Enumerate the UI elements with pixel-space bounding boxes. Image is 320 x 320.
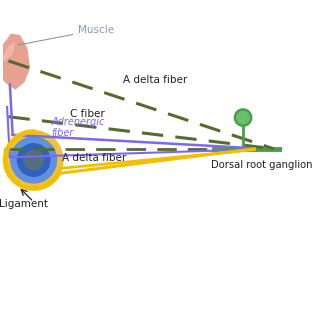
Circle shape	[17, 144, 50, 176]
Circle shape	[237, 111, 249, 124]
Text: Dorsal root ganglion: Dorsal root ganglion	[211, 160, 312, 170]
Text: A delta fiber: A delta fiber	[123, 75, 187, 85]
Polygon shape	[3, 43, 15, 61]
Text: A delta fiber: A delta fiber	[61, 153, 126, 164]
Circle shape	[4, 131, 63, 189]
Polygon shape	[0, 34, 29, 89]
Circle shape	[24, 150, 44, 170]
Circle shape	[234, 109, 252, 126]
Text: Adrenergic
fiber: Adrenergic fiber	[52, 117, 105, 138]
Text: C fiber: C fiber	[70, 109, 105, 119]
Text: Ligament: Ligament	[0, 199, 48, 210]
Text: Muscle: Muscle	[18, 25, 115, 45]
Circle shape	[11, 137, 57, 183]
